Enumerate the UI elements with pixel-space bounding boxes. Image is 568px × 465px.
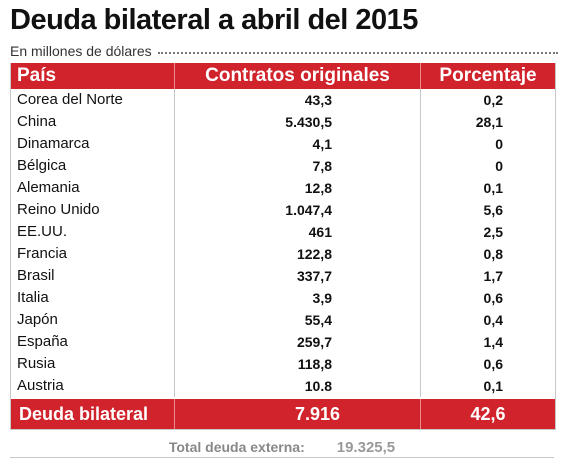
row-percent: 0 <box>420 155 555 177</box>
row-percent: 2,5 <box>420 221 555 243</box>
row-percent: 0,6 <box>420 287 555 309</box>
table-row: España 259,7 1,4 <box>11 331 555 353</box>
row-contracts: 55,4 <box>174 309 420 331</box>
row-contracts: 3,9 <box>174 287 420 309</box>
footer-label: Total deuda externa: <box>168 439 305 455</box>
header-contracts: Contratos originales <box>174 63 420 89</box>
table-row: Reino Unido 1.047,4 5,6 <box>11 199 555 221</box>
row-percent: 0,1 <box>420 177 555 199</box>
table-row: Austria 10.8 0,1 <box>11 375 555 397</box>
row-percent: 0,6 <box>420 353 555 375</box>
row-country: EE.UU. <box>17 223 68 240</box>
row-country: Austria <box>17 377 64 394</box>
row-country: Reino Unido <box>17 201 100 218</box>
row-percent: 0,4 <box>420 309 555 331</box>
row-percent: 0,8 <box>420 243 555 265</box>
row-country: Japón <box>17 311 58 328</box>
row-country: Rusia <box>17 355 56 372</box>
row-country: Alemania <box>17 179 80 196</box>
page-title: Deuda bilateral a abril del 2015 <box>10 4 418 36</box>
row-contracts: 4,1 <box>174 133 420 155</box>
row-contracts: 7,8 <box>174 155 420 177</box>
table-row: Alemania 12,8 0,1 <box>11 177 555 199</box>
table-row: China 5.430,5 28,1 <box>11 111 555 133</box>
dotted-divider <box>157 52 558 54</box>
subtitle: En millones de dólares <box>10 43 152 59</box>
table-row: Bélgica 7,8 0 <box>11 155 555 177</box>
row-percent: 28,1 <box>420 111 555 133</box>
row-country: Corea del Norte <box>17 91 123 108</box>
row-contracts: 1.047,4 <box>174 199 420 221</box>
row-percent: 1,7 <box>420 265 555 287</box>
row-percent: 0,2 <box>420 89 555 111</box>
table-row: EE.UU. 461 2,5 <box>11 221 555 243</box>
row-contracts: 337,7 <box>174 265 420 287</box>
table-row: Dinamarca 4,1 0 <box>11 133 555 155</box>
table-row: Japón 55,4 0,4 <box>11 309 555 331</box>
row-percent: 0,1 <box>420 375 555 397</box>
total-label: Deuda bilateral <box>19 404 149 424</box>
row-contracts: 118,8 <box>174 353 420 375</box>
row-contracts: 259,7 <box>174 331 420 353</box>
row-country: Dinamarca <box>17 135 90 152</box>
row-country: Italia <box>17 289 49 306</box>
debt-table: País Contratos originales Porcentaje Cor… <box>10 63 556 430</box>
row-percent: 0 <box>420 133 555 155</box>
external-debt-footer: Total deuda externa: 19.325,5 <box>10 437 554 458</box>
row-country: Bélgica <box>17 157 67 174</box>
row-country: Brasil <box>17 267 55 284</box>
row-country: España <box>17 333 68 350</box>
subtitle-row: En millones de dólares <box>10 42 558 60</box>
row-contracts: 10.8 <box>174 375 420 397</box>
footer-value: 19.325,5 <box>336 438 396 456</box>
table-row: Brasil 337,7 1,7 <box>11 265 555 287</box>
row-country: Francia <box>17 245 68 262</box>
total-contracts: 7.916 <box>174 399 420 429</box>
table-body: Corea del Norte 43,3 0,2 China 5.430,5 2… <box>11 89 555 397</box>
total-row: Deuda bilateral 7.916 42,6 <box>11 399 555 429</box>
header-country: País <box>17 65 57 86</box>
row-country: China <box>17 113 57 130</box>
header-percent: Porcentaje <box>420 63 555 89</box>
row-contracts: 5.430,5 <box>174 111 420 133</box>
table-row: Italia 3,9 0,6 <box>11 287 555 309</box>
row-contracts: 122,8 <box>174 243 420 265</box>
table-row: Corea del Norte 43,3 0,2 <box>11 89 555 111</box>
row-percent: 5,6 <box>420 199 555 221</box>
table-header: País Contratos originales Porcentaje <box>11 63 555 89</box>
table-row: Francia 122,8 0,8 <box>11 243 555 265</box>
row-contracts: 461 <box>174 221 420 243</box>
row-percent: 1,4 <box>420 331 555 353</box>
row-contracts: 43,3 <box>174 89 420 111</box>
total-percent: 42,6 <box>420 399 555 429</box>
table-row: Rusia 118,8 0,6 <box>11 353 555 375</box>
row-contracts: 12,8 <box>174 177 420 199</box>
